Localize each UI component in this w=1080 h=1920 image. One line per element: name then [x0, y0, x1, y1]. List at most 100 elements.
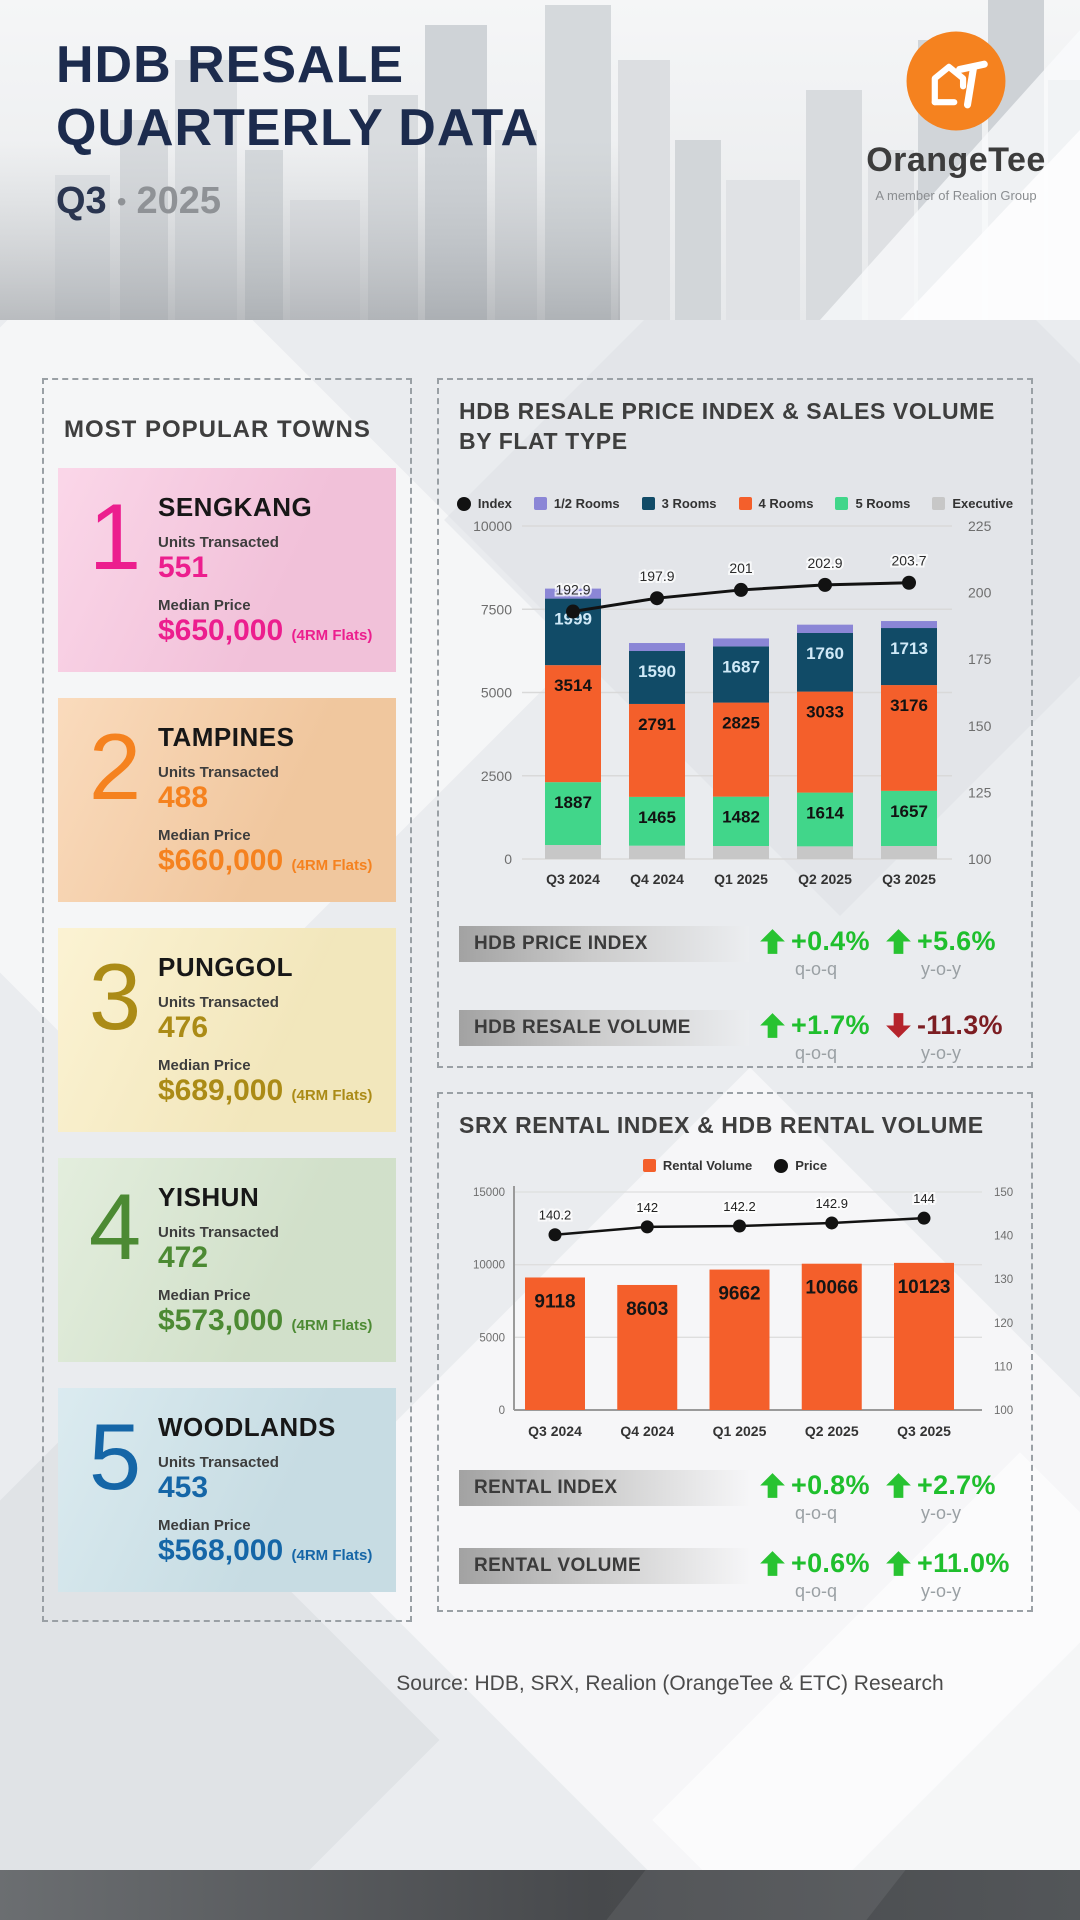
svg-text:3176: 3176	[890, 696, 928, 715]
stat-value: +2.7%	[917, 1470, 996, 1500]
svg-text:201: 201	[729, 560, 753, 576]
svg-text:144: 144	[913, 1191, 935, 1206]
stat-value: +0.4%	[791, 926, 870, 956]
up-arrow-icon	[886, 1551, 911, 1576]
svg-text:15000: 15000	[473, 1187, 505, 1199]
town-card: 1 SENGKANG Units Transacted 551 Median P…	[58, 468, 396, 672]
svg-text:0: 0	[499, 1405, 505, 1417]
stat-qoq: +1.7% q-o-q	[759, 1010, 885, 1064]
svg-text:Q4 2024: Q4 2024	[620, 1423, 674, 1439]
svg-text:140: 140	[994, 1231, 1013, 1243]
svg-text:Q3 2025: Q3 2025	[897, 1423, 951, 1439]
town-card: 2 TAMPINES Units Transacted 488 Median P…	[58, 698, 396, 902]
svg-text:197.9: 197.9	[639, 568, 674, 584]
brand-block: OrangeTee A member of Realion Group	[848, 28, 1064, 203]
svg-text:1482: 1482	[722, 808, 760, 827]
median-price-value: $689,000 (4RM Flats)	[158, 1073, 373, 1107]
resale-panel-title-line1: HDB RESALE PRICE INDEX & SALES VOLUME	[459, 398, 995, 424]
brand-name: OrangeTee	[866, 141, 1046, 179]
units-transacted-value: 476	[158, 1011, 209, 1044]
town-card: 4 YISHUN Units Transacted 472 Median Pri…	[58, 1158, 396, 1362]
svg-text:100: 100	[994, 1405, 1013, 1417]
towns-list: 1 SENGKANG Units Transacted 551 Median P…	[58, 468, 396, 1592]
svg-text:Q3 2024: Q3 2024	[528, 1423, 582, 1439]
svg-text:Q2 2025: Q2 2025	[798, 871, 852, 887]
stat-label-bar: HDB RESALE VOLUME	[459, 1010, 749, 1046]
stat-row: HDB PRICE INDEX +0.4% q-o-q +5.6% y-o-y	[459, 926, 1011, 980]
legend-dot-icon	[774, 1158, 789, 1173]
legend-dot-icon	[456, 496, 471, 511]
stat-caption: q-o-q	[795, 1503, 838, 1523]
svg-text:150: 150	[994, 1187, 1013, 1199]
stat-value: +5.6%	[917, 926, 996, 956]
stat-row: RENTAL VOLUME +0.6% q-o-q +11.0% y-o-y	[459, 1548, 1011, 1602]
svg-text:Q3 2024: Q3 2024	[546, 871, 600, 887]
svg-text:1657: 1657	[890, 802, 928, 821]
legend-item: 5 Rooms	[835, 496, 910, 511]
rental-stats: RENTAL INDEX +0.8% q-o-q +2.7% y-o-y RENTAL V…	[459, 1470, 1011, 1626]
orangetee-logo-icon	[906, 31, 1006, 131]
stat-row: HDB RESALE VOLUME +1.7% q-o-q -11.3% y-o-y	[459, 1010, 1011, 1064]
svg-text:1590: 1590	[638, 662, 676, 681]
svg-text:Q4 2024: Q4 2024	[630, 871, 684, 887]
svg-text:10000: 10000	[473, 518, 512, 534]
svg-text:1614: 1614	[806, 804, 844, 823]
stat-qoq: +0.4% q-o-q	[759, 926, 885, 980]
down-arrow-icon	[886, 1013, 911, 1038]
up-arrow-icon	[886, 929, 911, 954]
town-rank: 4	[88, 1174, 142, 1279]
legend-label: Rental Volume	[662, 1158, 753, 1173]
period-label: Q3 • 2025	[56, 180, 539, 223]
stat-qoq: +0.8% q-o-q	[759, 1470, 885, 1524]
town-rank: 5	[88, 1404, 142, 1509]
brand-tagline: A member of Realion Group	[875, 188, 1037, 203]
median-price-value: $650,000 (4RM Flats)	[158, 613, 373, 647]
median-price-label: Median Price	[158, 1056, 251, 1074]
legend-square-icon	[641, 497, 655, 510]
town-rank: 1	[88, 484, 142, 589]
city-skyline-graphic	[0, 0, 1080, 320]
legend-item: 3 Rooms	[641, 496, 717, 511]
town-name: PUNGGOL	[158, 952, 293, 982]
median-price-value: $573,000 (4RM Flats)	[158, 1303, 373, 1337]
up-arrow-icon	[886, 1473, 911, 1498]
svg-text:1713: 1713	[890, 639, 928, 658]
stat-yoy: -11.3% y-o-y	[885, 1010, 1011, 1064]
header-banner: HDB RESALE QUARTERLY DATA Q3 • 2025 Oran…	[0, 0, 1080, 320]
svg-text:225: 225	[968, 518, 992, 534]
units-transacted-value: 488	[158, 781, 209, 814]
up-arrow-icon	[760, 1013, 785, 1038]
stat-yoy: +2.7% y-o-y	[885, 1470, 1011, 1524]
svg-text:3033: 3033	[806, 703, 844, 722]
stat-value: +11.0%	[917, 1548, 1010, 1578]
popular-towns-panel: MOST POPULAR TOWNS 1 SENGKANG Units Tran…	[42, 378, 412, 1622]
legend-square-icon	[533, 497, 547, 510]
page-title-line2: QUARTERLY DATA	[56, 99, 539, 157]
median-price-label: Median Price	[158, 1516, 251, 1534]
median-price-label: Median Price	[158, 826, 251, 844]
svg-text:10000: 10000	[473, 1260, 505, 1272]
units-transacted-label: Units Transacted	[158, 764, 279, 781]
svg-text:1887: 1887	[554, 793, 592, 812]
legend-item: 1/2 Rooms	[533, 496, 620, 511]
title-block: HDB RESALE QUARTERLY DATA Q3 • 2025	[56, 34, 539, 223]
units-transacted-value: 472	[158, 1241, 209, 1274]
legend-label: Price	[795, 1158, 828, 1173]
svg-text:1760: 1760	[806, 644, 844, 663]
units-transacted-value: 551	[158, 551, 209, 584]
stat-row: RENTAL INDEX +0.8% q-o-q +2.7% y-o-y	[459, 1470, 1011, 1524]
svg-text:203.7: 203.7	[891, 553, 926, 569]
resale-chart-panel: HDB RESALE PRICE INDEX & SALES VOLUME BY…	[437, 378, 1033, 1068]
svg-text:5000: 5000	[481, 685, 512, 701]
svg-text:175: 175	[968, 651, 992, 667]
rental-bar-chart: 0 5000 10000 15000 100 110 120 130 140 150 9118 Q3 …	[473, 1186, 1013, 1439]
town-info: SENGKANG Units Transacted 551 Median Pri…	[158, 492, 372, 672]
svg-text:2791: 2791	[638, 715, 676, 734]
stat-caption: y-o-y	[921, 1581, 961, 1601]
resale-panel-title: HDB RESALE PRICE INDEX & SALES VOLUME BY…	[459, 396, 995, 456]
svg-text:1465: 1465	[638, 808, 676, 827]
page-title: HDB RESALE QUARTERLY DATA	[56, 34, 539, 160]
svg-text:10123: 10123	[898, 1277, 951, 1298]
legend-label: 3 Rooms	[661, 496, 717, 511]
